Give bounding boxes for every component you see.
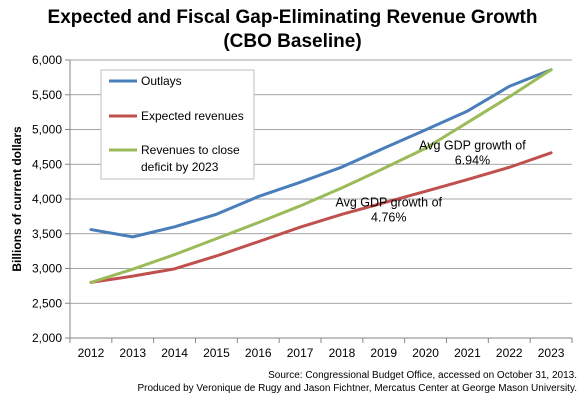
source-line-2: Produced by Veronique de Rugy and Jason … — [137, 383, 578, 394]
y-axis-ticks: 2,000 2,500 3,000 3,500 4,000 4,500 5,000 5,500… — [32, 53, 70, 345]
x-tick-label-2013: 2013 — [119, 346, 146, 360]
series-line-revenues-to-close-deficit-by-2023 — [89, 68, 553, 284]
y-tick-label-3500: 3,500 — [32, 227, 62, 241]
x-axis-ticks: 2012 2013 2014 2015 2016 2017 2018 2019 2020 2021… — [69, 338, 573, 360]
source-line-1: Source: Congressional Budget Office, acc… — [268, 370, 577, 381]
source-note: Source: Congressional Budget Office, acc… — [138, 369, 578, 395]
annotation-1-line-1: 4.76% — [371, 210, 406, 224]
x-tick-label-2022: 2022 — [496, 346, 523, 360]
legend-label-expected-revenues-0: Expected revenues — [141, 109, 244, 123]
annotation-0-line-0: Avg GDP growth of — [419, 138, 526, 152]
legend: Outlays Expected revenues Revenues to clos… — [100, 69, 255, 180]
y-tick-label-5000: 5,000 — [32, 123, 62, 137]
annotation-0-line-1: 6.94% — [455, 153, 490, 167]
x-tick-label-2019: 2019 — [370, 346, 397, 360]
series-line-expected-revenues — [89, 151, 553, 284]
x-tick-label-2015: 2015 — [203, 346, 230, 360]
chart-title-line-2: (CBO Baseline) — [223, 31, 362, 52]
series-lines — [89, 68, 553, 284]
x-tick-label-2023: 2023 — [538, 346, 565, 360]
x-tick-label-2020: 2020 — [412, 346, 439, 360]
legend-label-revenues-to-close-deficit-by-2023-1: deficit by 2023 — [141, 160, 219, 174]
y-tick-label-3000: 3,000 — [32, 262, 62, 276]
legend-box — [100, 69, 255, 180]
series-line-outlays — [89, 68, 553, 239]
legend-label-revenues-to-close-deficit-by-2023-0: Revenues to close — [141, 143, 240, 157]
x-tick-label-2012: 2012 — [78, 346, 105, 360]
x-tick-label-2016: 2016 — [245, 346, 272, 360]
x-tick-label-2018: 2018 — [329, 346, 356, 360]
y-axis-label: Billions of current dollars — [10, 126, 24, 272]
y-tick-label-4000: 4,000 — [32, 192, 62, 206]
chart-title: Expected and Fiscal Gap-Eliminating Reve… — [0, 6, 585, 54]
chart-title-line-1: Expected and Fiscal Gap-Eliminating Reve… — [47, 7, 538, 28]
x-tick-label-2017: 2017 — [287, 346, 314, 360]
y-tick-label-2000: 2,000 — [32, 331, 62, 345]
y-tick-label-4500: 4,500 — [32, 157, 62, 171]
y-tick-label-2500: 2,500 — [32, 296, 62, 310]
y-tick-label-6000: 6,000 — [32, 53, 62, 67]
annotation-1-line-0: Avg GDP growth of — [335, 195, 442, 209]
x-tick-label-2021: 2021 — [454, 346, 481, 360]
x-tick-label-2014: 2014 — [161, 346, 188, 360]
legend-label-outlays-0: Outlays — [141, 74, 182, 88]
annotations: Avg GDP growth of6.94%Avg GDP growth of4… — [335, 138, 526, 224]
y-tick-label-5500: 5,500 — [32, 88, 62, 102]
